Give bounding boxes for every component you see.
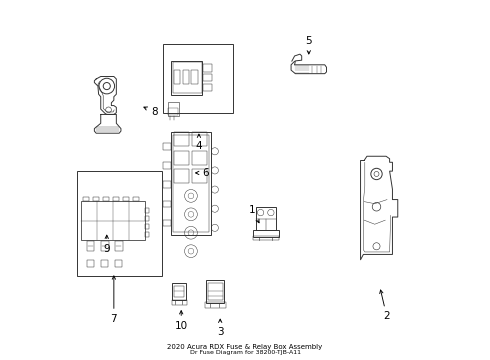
Bar: [81, 201, 145, 240]
Text: 2: 2: [380, 290, 390, 321]
Bar: [163, 220, 171, 226]
Bar: [172, 300, 187, 306]
Bar: [115, 241, 122, 251]
Bar: [87, 260, 94, 267]
Text: 7: 7: [111, 276, 117, 324]
Bar: [205, 302, 225, 308]
Bar: [163, 143, 171, 149]
Bar: [145, 232, 149, 238]
Text: 8: 8: [144, 107, 158, 117]
Bar: [183, 70, 189, 84]
Bar: [253, 236, 279, 240]
Bar: [163, 181, 171, 188]
Bar: [174, 70, 180, 84]
Bar: [115, 260, 122, 267]
Text: Dr Fuse Diagram for 38200-TJB-A11: Dr Fuse Diagram for 38200-TJB-A11: [190, 351, 300, 355]
Bar: [253, 230, 279, 237]
Bar: [164, 44, 233, 113]
Bar: [203, 84, 212, 91]
Bar: [113, 197, 119, 201]
Text: 10: 10: [174, 311, 188, 331]
Bar: [76, 171, 162, 276]
Bar: [174, 169, 189, 183]
Bar: [256, 207, 276, 230]
Bar: [163, 162, 171, 168]
Bar: [83, 197, 89, 201]
Bar: [171, 132, 211, 235]
Bar: [93, 197, 99, 201]
Bar: [87, 241, 95, 251]
Bar: [101, 260, 108, 267]
Text: 5: 5: [305, 36, 312, 54]
Bar: [174, 286, 184, 297]
Bar: [145, 224, 149, 229]
Bar: [191, 70, 197, 84]
Text: 3: 3: [217, 319, 223, 337]
Bar: [192, 150, 207, 165]
Text: 1: 1: [249, 205, 259, 223]
Bar: [145, 208, 149, 213]
Text: 9: 9: [103, 235, 110, 254]
Bar: [145, 216, 149, 221]
Bar: [103, 197, 109, 201]
Bar: [174, 132, 189, 146]
Text: 6: 6: [196, 168, 209, 178]
Bar: [101, 241, 109, 251]
Bar: [203, 64, 212, 72]
Bar: [192, 132, 207, 146]
Bar: [172, 283, 186, 300]
Bar: [122, 197, 129, 201]
Bar: [172, 62, 202, 93]
Text: 2020 Acura RDX Fuse & Relay Box Assembly: 2020 Acura RDX Fuse & Relay Box Assembly: [168, 343, 322, 350]
Bar: [163, 201, 171, 207]
Bar: [174, 150, 189, 165]
Bar: [168, 102, 179, 116]
Bar: [171, 61, 202, 95]
Bar: [192, 169, 207, 183]
Bar: [169, 108, 178, 116]
Bar: [208, 283, 222, 300]
Bar: [206, 280, 224, 303]
Bar: [133, 197, 139, 201]
Bar: [203, 74, 212, 81]
Bar: [172, 135, 209, 232]
Text: 4: 4: [196, 134, 202, 151]
